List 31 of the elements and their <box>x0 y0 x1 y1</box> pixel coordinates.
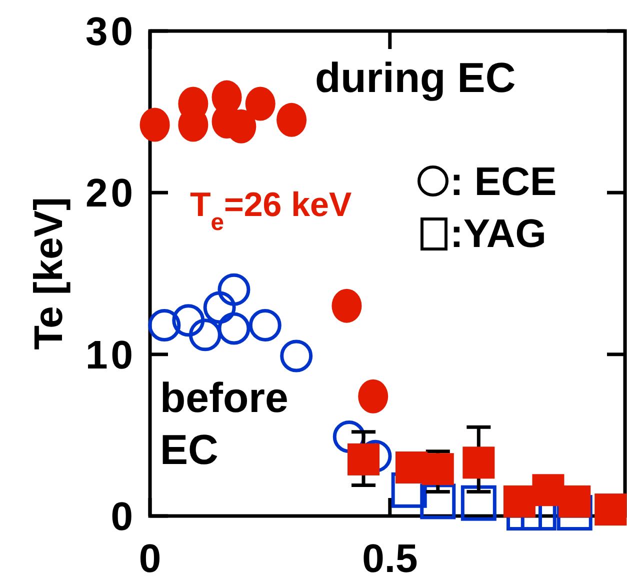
point <box>218 312 250 345</box>
point <box>245 86 276 121</box>
point <box>188 318 222 352</box>
point <box>276 102 307 137</box>
annotation: T$_{e}$=26 keV <box>190 186 352 236</box>
point <box>172 304 205 337</box>
point <box>148 308 181 342</box>
y-axis-title: Te [keV] <box>27 197 71 350</box>
point <box>594 494 627 526</box>
point <box>422 453 454 486</box>
point <box>462 446 495 479</box>
y-tick-label: 20 <box>86 172 136 216</box>
point <box>348 443 380 476</box>
x-tick-label: 0.5 <box>362 537 418 580</box>
point <box>203 291 236 324</box>
point <box>332 288 362 323</box>
annotation: during EC <box>315 54 516 101</box>
y-tick-label: 30 <box>86 10 136 54</box>
annotation: :YAG <box>450 212 546 256</box>
point <box>420 484 456 520</box>
point <box>358 379 388 414</box>
point <box>503 485 536 518</box>
annotation: : ECE <box>450 160 557 204</box>
point <box>140 108 170 142</box>
annotation: before EC <box>160 374 288 473</box>
y-tick-label: 0 <box>110 495 136 539</box>
point <box>280 340 313 372</box>
point <box>248 308 282 342</box>
y-tick-label: 10 <box>86 333 136 378</box>
point <box>218 273 250 306</box>
point <box>460 485 496 521</box>
